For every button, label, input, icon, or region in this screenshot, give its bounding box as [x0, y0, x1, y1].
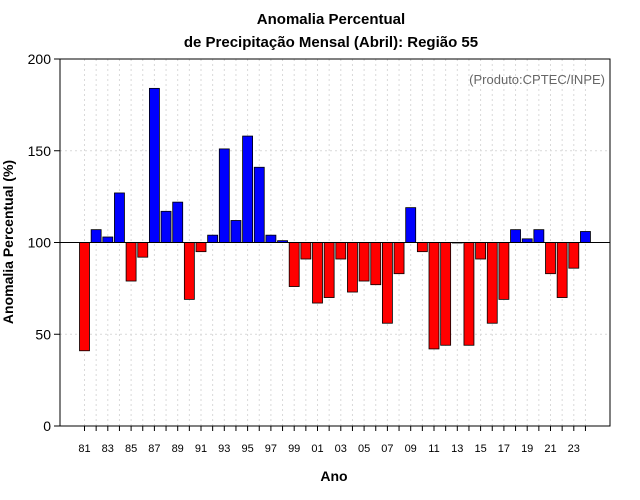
x-tick-label: 89 [172, 443, 184, 455]
y-tick-label: 100 [28, 235, 52, 251]
y-tick-label: 0 [43, 418, 51, 434]
bars [79, 87, 591, 352]
x-tick-label: 95 [241, 443, 253, 455]
x-axis: 81 83 85 87 89 91 93 95 97 99 01 03 05 07 09 11 13 15 17 19… [78, 426, 586, 455]
y-tick-label: 200 [28, 51, 52, 67]
bar-90 [183, 242, 195, 300]
grid [60, 58, 610, 427]
bar-88 [160, 210, 172, 243]
bar-95 [242, 135, 254, 243]
bar-24 [580, 231, 591, 243]
x-tick-label: 21 [544, 443, 556, 455]
bar-18 [510, 229, 521, 243]
x-tick-label: 93 [218, 443, 230, 455]
bar-85 [125, 242, 137, 282]
bar-20 [533, 229, 545, 243]
x-tick-label: 13 [451, 443, 463, 455]
bar-07 [381, 242, 393, 324]
bar-06 [370, 242, 382, 286]
bar-23 [568, 242, 580, 269]
bar-03 [335, 242, 347, 260]
x-tick-label: 81 [78, 443, 90, 455]
x-axis-label: Ano [320, 468, 347, 484]
x-tick-label: 83 [102, 443, 114, 455]
x-tick-label: 91 [195, 443, 207, 455]
bar-97 [265, 234, 277, 243]
bar-17 [498, 242, 510, 300]
x-tick-label: 15 [474, 443, 486, 455]
x-tick-label: 97 [265, 443, 277, 455]
x-tick-label: 87 [148, 443, 160, 455]
chart-subtitle: de Precipitação Mensal (Abril): Região 5… [184, 34, 478, 51]
x-tick-label: 03 [335, 443, 347, 455]
y-axis-label: Anomalia Percentual (%) [0, 160, 16, 324]
bar-12 [440, 242, 452, 346]
x-tick-label: 85 [125, 443, 137, 455]
bar-00 [300, 242, 312, 260]
bar-01 [312, 242, 323, 304]
bar-93 [218, 148, 230, 243]
x-tick-label: 17 [498, 443, 510, 455]
bar-04 [347, 242, 358, 293]
bar-05 [358, 242, 370, 282]
x-tick-label: 05 [358, 443, 370, 455]
bar-87 [148, 87, 160, 243]
y-axis: 0 50 100 150 200 [28, 51, 60, 434]
bar-81 [79, 242, 90, 352]
bar-11 [428, 242, 440, 350]
chart-title: Anomalia Percentual [257, 11, 405, 28]
x-tick-label: 01 [311, 443, 323, 455]
x-tick-label: 11 [428, 443, 439, 455]
bar-09 [405, 207, 417, 243]
bar-14 [463, 242, 475, 346]
bar-89 [172, 201, 184, 243]
bar-86 [137, 242, 149, 258]
bar-15 [475, 242, 487, 260]
bar-22 [556, 242, 568, 298]
y-tick-label: 50 [35, 326, 51, 342]
bar-21 [545, 242, 556, 275]
bar-99 [288, 242, 300, 287]
bar-10 [416, 242, 428, 253]
bar-92 [207, 234, 219, 243]
y-tick-label: 150 [28, 143, 52, 159]
bar-84 [114, 192, 125, 243]
x-tick-label: 07 [381, 443, 393, 455]
bar-91 [195, 242, 207, 253]
bar-16 [486, 242, 498, 324]
bar-96 [253, 166, 265, 243]
bar-08 [393, 242, 405, 275]
bar-19 [521, 238, 533, 243]
bar-02 [323, 242, 335, 298]
x-tick-label: 19 [521, 443, 533, 455]
product-annotation: (Produto:CPTEC/INPE) [469, 72, 605, 87]
x-tick-label: 09 [405, 443, 417, 455]
bar-94 [230, 220, 242, 243]
bar-83 [102, 236, 114, 243]
x-tick-label: 99 [288, 443, 300, 455]
bar-82 [90, 229, 102, 243]
x-tick-label: 23 [568, 443, 580, 455]
